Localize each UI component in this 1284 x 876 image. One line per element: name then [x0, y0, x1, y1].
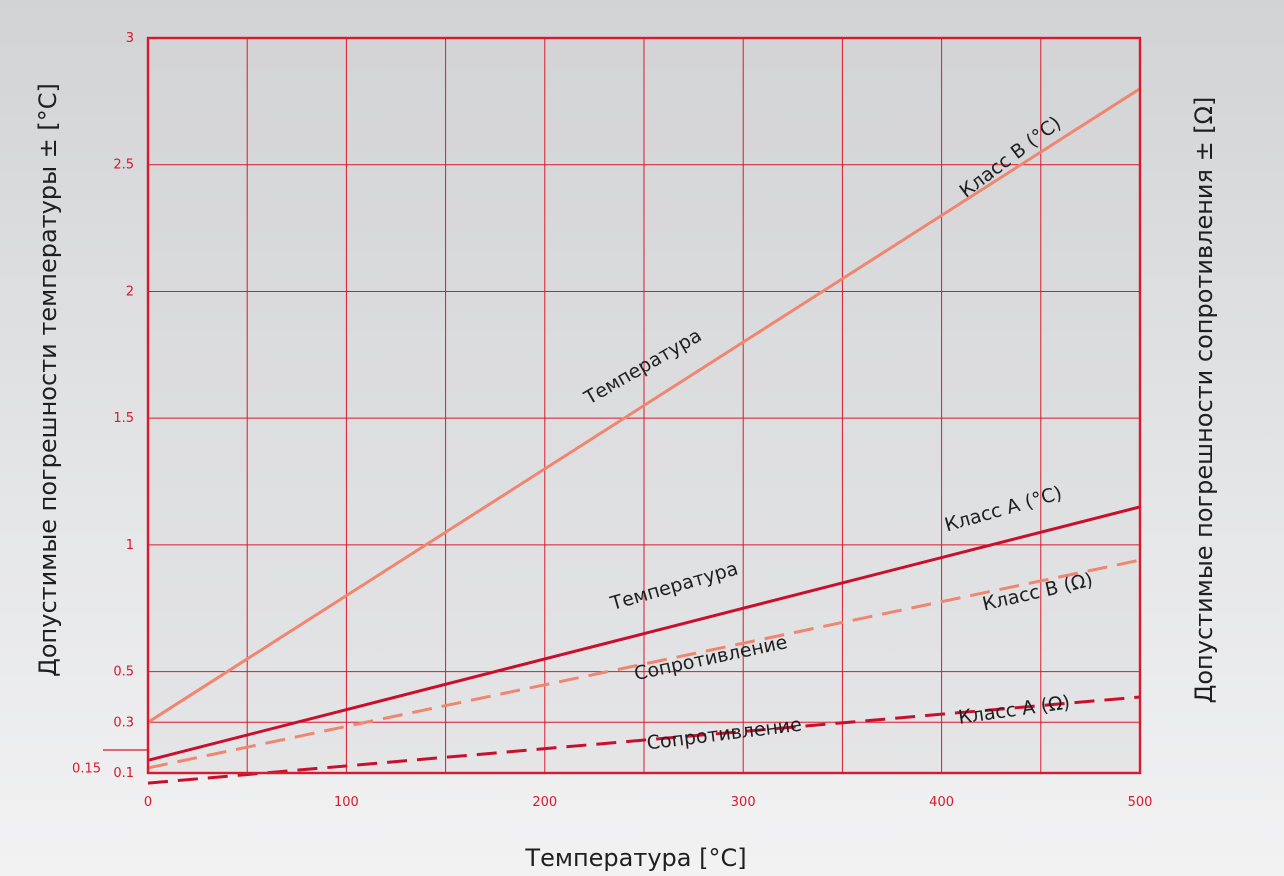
y-tick-label: 0.1: [113, 766, 134, 781]
plot-frame: [146, 36, 1142, 775]
series-lines: [147, 87, 1141, 785]
y-axis-title-right: Допустимые погрешности сопротивления ± […: [1190, 97, 1218, 704]
series-line-2: [147, 558, 1141, 770]
y-tick-label: 0.5: [113, 665, 134, 680]
x-tick-label: 300: [731, 795, 756, 810]
x-tick-label: 0: [144, 795, 152, 810]
y-tick-label: 3: [126, 31, 134, 46]
series-line-3: [147, 695, 1141, 785]
series-line-1: [147, 505, 1141, 762]
y-axis-title-left: Допустимые погрешности температуры ± [°C…: [34, 83, 62, 677]
x-tick-label: 200: [532, 795, 557, 810]
tick-labels: 0 100 200 300 400 500 0.1 0.3 0.5 1 1.5 2 2.5 3 0.15: [72, 31, 1152, 810]
y-tick-label: 1: [126, 538, 134, 553]
y-tick-label: 0.3: [113, 715, 134, 730]
series-line-0: [147, 87, 1141, 724]
x-tick-label: 500: [1128, 795, 1153, 810]
y-tick-label-extra: 0.15: [72, 761, 101, 776]
x-tick-label: 400: [929, 795, 954, 810]
y-tick-label: 2: [126, 284, 134, 299]
x-tick-label: 100: [334, 795, 359, 810]
y-tick-label: 2.5: [113, 158, 134, 173]
x-axis-title: Температура [°C]: [524, 844, 746, 872]
y-tick-label: 1.5: [113, 411, 134, 426]
